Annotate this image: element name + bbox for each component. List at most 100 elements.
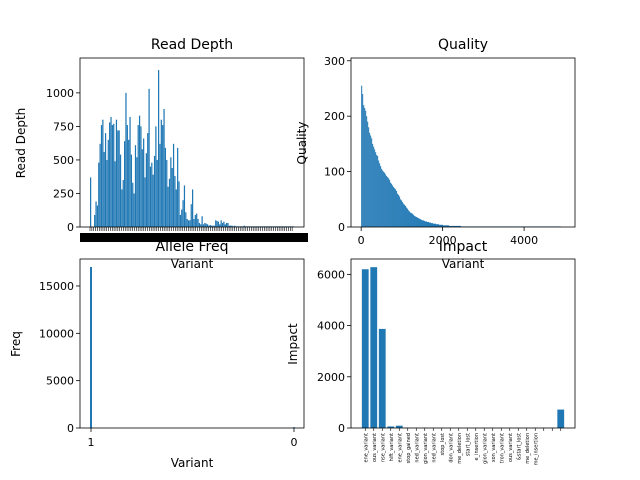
quality-bar [443, 225, 445, 227]
impact-xtick-label: tron_variant [499, 433, 505, 463]
quality-bars [361, 85, 561, 228]
read-depth-bar [196, 213, 198, 227]
quality-bar [367, 121, 369, 227]
read-depth-bar [132, 182, 134, 227]
read-depth-bar [206, 224, 209, 227]
read-depth-bar [106, 159, 108, 227]
read-depth-bar [134, 145, 137, 227]
impact-xtick-label: stop_lost [440, 433, 446, 455]
read-depth-bar [147, 133, 149, 227]
quality-bar [441, 224, 443, 227]
read-depth-bar [217, 221, 220, 227]
quality-bar [412, 213, 414, 227]
allele-freq-ytick-label: 10000 [39, 327, 74, 340]
read-depth-bar [111, 125, 113, 227]
quality-bar [372, 143, 374, 227]
read-depth-bar [187, 220, 190, 227]
impact-ytick-label: 2000 [317, 371, 345, 384]
quality-bar [451, 225, 453, 227]
read-depth-bar [160, 119, 162, 227]
read-depth-bar [124, 141, 126, 227]
read-depth-bar [138, 115, 141, 227]
read-depth-bar [243, 225, 245, 227]
read-depth-bar [122, 180, 124, 227]
quality-xlabel: Variant [442, 257, 485, 271]
quality-ticks: 0 100 200 300 0 2000 4000 [324, 55, 538, 247]
quality-bar [389, 179, 391, 227]
read-depth-bar [130, 154, 133, 227]
impact-xtick-label: ned_variant [431, 433, 437, 463]
quality-bar [455, 225, 457, 227]
quality-bar [386, 176, 388, 227]
impact-ylabel: Impact [286, 323, 300, 365]
quality-bar [368, 127, 370, 227]
allele-freq-bar [90, 267, 92, 428]
read-depth-bar [94, 214, 96, 227]
read-depth-bar [129, 117, 131, 227]
read-depth-bar [121, 189, 123, 227]
quality-bar [452, 225, 454, 227]
quality-bar [419, 218, 421, 227]
read-depth-bar [128, 139, 130, 227]
quality-bar [403, 203, 405, 227]
impact-xtick-label: gion_variant [423, 433, 429, 464]
impact-title: Impact [439, 239, 488, 255]
impact-bar [387, 426, 395, 428]
read-depth-bar [178, 181, 180, 227]
quality-bar [388, 178, 390, 227]
quality-bar [430, 222, 432, 227]
impact-bar [361, 269, 369, 428]
quality-bar [365, 110, 367, 227]
impact-xtick-label: ene_variant [363, 433, 369, 463]
read-depth-bar [95, 201, 97, 227]
quality-bar [408, 210, 410, 227]
read-depth-bar [148, 88, 150, 227]
quality-bar [398, 194, 400, 227]
quality-bar [422, 220, 424, 227]
impact-xtick-label: ous_variant [508, 433, 514, 462]
read-depth-bar [102, 119, 104, 227]
read-depth-bar [114, 161, 116, 227]
quality-bar [409, 211, 411, 227]
impact-bar [370, 267, 378, 428]
quality-bar [431, 223, 433, 227]
read-depth-bar [144, 177, 146, 227]
read-depth-bar [177, 147, 179, 227]
quality-bar [425, 221, 427, 227]
quality-bar [384, 172, 386, 227]
quality-bar [397, 193, 399, 227]
allele-freq-xtick-label: 1 [88, 436, 95, 449]
quality-bar [385, 174, 387, 227]
quality-bar [375, 152, 377, 227]
quality-bar [442, 224, 444, 227]
quality-bar [418, 218, 420, 227]
read-depth-bar [155, 126, 157, 227]
quality-title: Quality [438, 37, 488, 53]
read-depth-bar [179, 214, 181, 227]
read-depth-bar [163, 108, 165, 227]
quality-bar [415, 216, 417, 227]
read-depth-bar [98, 162, 100, 227]
quality-bar [407, 208, 409, 227]
read-depth-bar [234, 225, 236, 227]
read-depth-bar [159, 143, 161, 227]
read-depth-xtick-labels-overlap [80, 233, 308, 242]
allele-freq-ytick-label: 15000 [39, 280, 74, 293]
quality-bar [449, 225, 451, 227]
read-depth-bar [117, 130, 119, 227]
read-depth-bar [181, 209, 183, 227]
impact-bar [395, 425, 403, 428]
read-depth-bar [208, 225, 210, 227]
impact-xtick-label: ene_variant [397, 433, 403, 463]
quality-bar [404, 204, 406, 227]
read-depth-bar [140, 126, 142, 227]
read-depth-bar [223, 221, 225, 227]
read-depth-bar [213, 225, 215, 227]
quality-bar [428, 222, 430, 227]
read-depth-chart: Read Depth Variant Read Depth 0 250 500 750… [14, 37, 308, 271]
read-depth-bar [110, 117, 112, 227]
quality-bar [366, 116, 368, 227]
quality-bar [436, 224, 438, 227]
